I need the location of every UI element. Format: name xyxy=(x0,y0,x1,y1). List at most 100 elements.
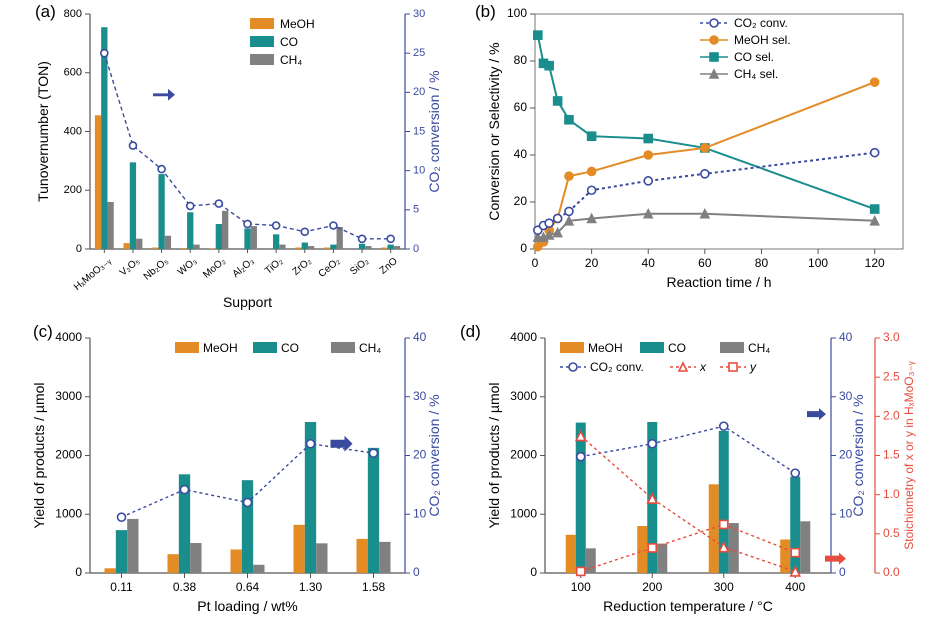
svg-text:CO₂ conversion / %: CO₂ conversion / % xyxy=(850,394,866,516)
svg-text:0.64: 0.64 xyxy=(236,580,260,594)
svg-text:y: y xyxy=(749,360,757,374)
svg-text:2.5: 2.5 xyxy=(883,369,900,383)
svg-text:0: 0 xyxy=(413,565,420,579)
svg-text:30: 30 xyxy=(413,8,425,20)
svg-text:CO: CO xyxy=(668,341,686,355)
svg-text:300: 300 xyxy=(714,580,734,594)
svg-text:CeO₂: CeO₂ xyxy=(317,256,343,280)
svg-text:CO₂ conv.: CO₂ conv. xyxy=(734,16,788,30)
svg-text:0: 0 xyxy=(76,243,82,255)
svg-text:CO: CO xyxy=(281,341,299,355)
svg-text:MeOH: MeOH xyxy=(280,17,315,31)
svg-text:Yield of products / µmol: Yield of products / µmol xyxy=(31,382,47,528)
svg-text:40: 40 xyxy=(642,256,656,270)
svg-text:20: 20 xyxy=(413,448,427,462)
svg-text:10: 10 xyxy=(413,506,427,520)
svg-text:0: 0 xyxy=(532,256,539,270)
svg-text:CH₄: CH₄ xyxy=(748,341,770,355)
panel-a: 0200400600800051015202530HₓMoO₃₋ᵧV₂O₅Nb₂… xyxy=(35,8,442,310)
svg-text:Support: Support xyxy=(223,294,272,310)
svg-text:Conversion or Selectivity / %: Conversion or Selectivity / % xyxy=(486,42,502,220)
svg-text:1.5: 1.5 xyxy=(883,448,900,462)
svg-text:0: 0 xyxy=(530,565,537,579)
svg-text:1.58: 1.58 xyxy=(362,580,386,594)
svg-text:CH₄ sel.: CH₄ sel. xyxy=(734,67,778,81)
svg-text:120: 120 xyxy=(865,256,885,270)
svg-text:0: 0 xyxy=(520,241,527,255)
svg-text:30: 30 xyxy=(413,389,427,403)
svg-text:MoO₂: MoO₂ xyxy=(201,256,228,281)
svg-text:0: 0 xyxy=(839,565,846,579)
svg-text:MeOH: MeOH xyxy=(588,341,623,355)
svg-text:3000: 3000 xyxy=(55,389,82,403)
svg-text:CO₂ conversion / %: CO₂ conversion / % xyxy=(426,70,442,192)
panel-c: 0 1000 2000 3000 4000 0 10 20 30 40 0.11 0.38 0.64 1.… xyxy=(31,330,442,614)
svg-text:20: 20 xyxy=(413,86,425,98)
svg-text:CO₂ conversion / %: CO₂ conversion / % xyxy=(426,394,442,516)
svg-text:Reaction time / h: Reaction time / h xyxy=(666,274,771,290)
panel-c-label: (c) xyxy=(33,322,53,342)
svg-text:CO sel.: CO sel. xyxy=(734,50,774,64)
svg-text:0.11: 0.11 xyxy=(110,580,133,594)
svg-text:200: 200 xyxy=(642,580,662,594)
svg-text:80: 80 xyxy=(514,53,528,67)
panel-b-label: (b) xyxy=(475,2,496,22)
svg-text:0.0: 0.0 xyxy=(883,565,900,579)
figure-svg: 0200400600800051015202530HₓMoO₃₋ᵧV₂O₅Nb₂… xyxy=(0,0,947,633)
svg-text:CO: CO xyxy=(280,35,298,49)
svg-text:400: 400 xyxy=(785,580,805,594)
svg-text:1000: 1000 xyxy=(510,506,537,520)
panel-b: 020406080100120020406080100Reaction time… xyxy=(486,6,903,290)
svg-text:CH₄: CH₄ xyxy=(359,341,381,355)
svg-text:15: 15 xyxy=(413,125,425,137)
svg-text:100: 100 xyxy=(571,580,591,594)
svg-text:800: 800 xyxy=(64,8,82,20)
svg-text:2000: 2000 xyxy=(55,448,82,462)
svg-text:40: 40 xyxy=(413,330,427,344)
panel-a-label: (a) xyxy=(35,2,56,22)
panel-d-label: (d) xyxy=(460,322,481,342)
svg-text:Stoichiometry of x or y in HₓM: Stoichiometry of x or y in HₓMoO₃₋ᵧ xyxy=(902,361,916,550)
svg-text:2.0: 2.0 xyxy=(883,409,900,423)
svg-text:100: 100 xyxy=(507,6,527,20)
svg-text:4000: 4000 xyxy=(55,330,82,344)
svg-text:TiO₂: TiO₂ xyxy=(263,256,285,277)
svg-text:V₂O₅: V₂O₅ xyxy=(118,256,142,279)
svg-text:400: 400 xyxy=(64,125,82,137)
svg-text:Yield of products / µmol: Yield of products / µmol xyxy=(486,382,502,528)
svg-text:600: 600 xyxy=(64,67,82,79)
svg-text:1000: 1000 xyxy=(55,506,82,520)
svg-text:Nb₂O₅: Nb₂O₅ xyxy=(142,256,171,283)
svg-text:3.0: 3.0 xyxy=(883,330,900,344)
svg-text:60: 60 xyxy=(514,100,528,114)
svg-text:80: 80 xyxy=(755,256,769,270)
svg-text:3000: 3000 xyxy=(510,389,537,403)
svg-text:40: 40 xyxy=(839,330,853,344)
svg-text:1.30: 1.30 xyxy=(299,580,323,594)
svg-text:CO₂ conv.: CO₂ conv. xyxy=(590,360,644,374)
svg-text:Reduction temperature / °C: Reduction temperature / °C xyxy=(603,598,773,614)
svg-text:20: 20 xyxy=(514,194,528,208)
svg-text:10: 10 xyxy=(413,165,425,177)
svg-text:0: 0 xyxy=(75,565,82,579)
svg-text:20: 20 xyxy=(585,256,599,270)
svg-text:HₓMoO₃₋ᵧ: HₓMoO₃₋ᵧ xyxy=(72,255,114,293)
svg-text:5: 5 xyxy=(413,204,419,216)
svg-text:2000: 2000 xyxy=(510,448,537,462)
svg-text:Al₂O₃: Al₂O₃ xyxy=(231,256,257,280)
svg-text:1.0: 1.0 xyxy=(883,487,900,501)
svg-text:WO₃: WO₃ xyxy=(176,256,199,278)
svg-text:0.38: 0.38 xyxy=(173,580,197,594)
svg-text:4000: 4000 xyxy=(510,330,537,344)
svg-text:Pt loading / wt%: Pt loading / wt% xyxy=(197,598,297,614)
svg-text:0.5: 0.5 xyxy=(883,526,900,540)
svg-text:ZrO₂: ZrO₂ xyxy=(291,256,314,278)
svg-text:100: 100 xyxy=(808,256,828,270)
svg-text:CH₄: CH₄ xyxy=(280,53,302,67)
panel-d: 010002000300040000102030400.00.51.01.52.… xyxy=(486,330,916,614)
svg-text:40: 40 xyxy=(514,147,528,161)
svg-text:MeOH sel.: MeOH sel. xyxy=(734,33,791,47)
svg-text:ZnO: ZnO xyxy=(378,256,400,277)
svg-text:Tunovernumber (TON): Tunovernumber (TON) xyxy=(35,61,51,202)
svg-text:x: x xyxy=(699,360,707,374)
